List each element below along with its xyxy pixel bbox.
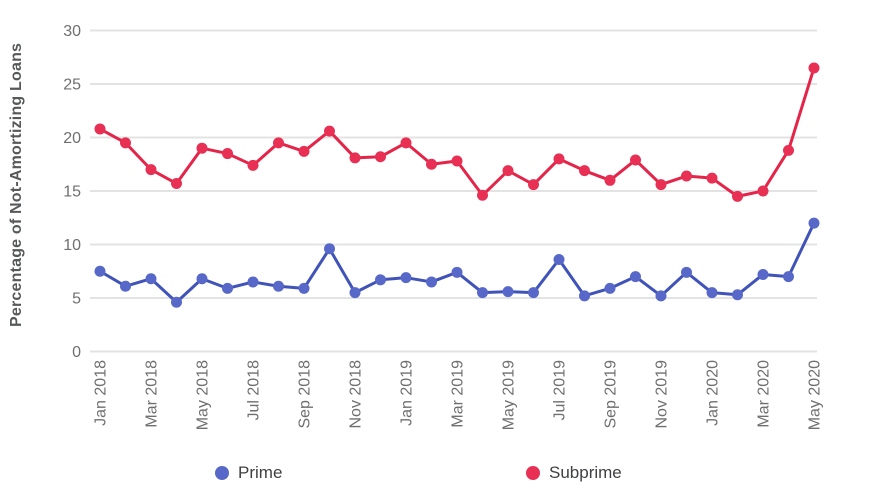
data-point-prime[interactable]	[222, 282, 233, 294]
data-point-prime[interactable]	[400, 272, 412, 284]
data-point-prime[interactable]	[247, 276, 259, 288]
y-tick-label: 15	[63, 184, 81, 201]
data-point-subprime[interactable]	[630, 154, 641, 166]
data-point-subprime[interactable]	[400, 137, 412, 149]
prime-legend-dot-icon	[215, 466, 229, 480]
data-point-subprime[interactable]	[528, 179, 539, 191]
data-point-prime[interactable]	[681, 266, 692, 278]
data-point-prime[interactable]	[426, 276, 437, 288]
data-point-prime[interactable]	[477, 287, 488, 299]
y-tick-label: 20	[63, 130, 81, 147]
data-point-prime[interactable]	[196, 273, 208, 285]
legend-item-subprime[interactable]: Subprime	[526, 458, 622, 488]
data-point-subprime[interactable]	[681, 170, 692, 182]
data-point-subprime[interactable]	[604, 174, 616, 186]
x-tick-label: Mar 2019	[450, 360, 467, 428]
data-point-prime[interactable]	[145, 273, 157, 285]
prime-legend-label: Prime	[238, 463, 283, 482]
series-line-prime	[98, 221, 816, 304]
data-point-subprime[interactable]	[426, 158, 437, 170]
y-tick-label: 0	[72, 344, 81, 361]
data-point-prime[interactable]	[273, 280, 284, 292]
data-point-prime[interactable]	[528, 287, 539, 299]
data-point-subprime[interactable]	[655, 179, 667, 191]
x-tick-label: Sep 2019	[603, 360, 620, 429]
data-point-subprime[interactable]	[477, 189, 488, 201]
x-tick-label: Jan 2020	[705, 360, 722, 426]
data-point-subprime[interactable]	[757, 185, 769, 197]
data-point-subprime[interactable]	[706, 172, 718, 184]
legend: Prime Subprime	[0, 458, 870, 488]
y-tick-label: 10	[63, 237, 81, 254]
data-point-subprime[interactable]	[783, 144, 794, 156]
legend-item-prime[interactable]: Prime	[215, 458, 282, 488]
data-point-subprime[interactable]	[324, 125, 335, 137]
x-tick-label: Jul 2019	[552, 360, 569, 421]
data-point-subprime[interactable]	[808, 62, 820, 74]
data-point-subprime[interactable]	[273, 137, 284, 149]
y-tick-label: 25	[63, 77, 81, 94]
x-tick-label: Nov 2019	[654, 360, 671, 429]
data-point-prime[interactable]	[171, 296, 182, 308]
x-tick-label: Jan 2018	[93, 360, 110, 426]
data-point-prime[interactable]	[451, 266, 463, 278]
data-point-prime[interactable]	[630, 271, 641, 283]
data-point-prime[interactable]	[324, 243, 335, 255]
data-point-subprime[interactable]	[579, 165, 590, 177]
x-tick-label: Nov 2018	[348, 360, 365, 429]
data-point-prime[interactable]	[732, 289, 743, 301]
x-tick-label: Sep 2018	[297, 360, 314, 429]
data-point-prime[interactable]	[783, 271, 794, 283]
data-point-prime[interactable]	[808, 217, 820, 229]
x-tick-label: May 2018	[195, 360, 212, 430]
data-point-prime[interactable]	[349, 287, 361, 299]
data-point-prime[interactable]	[757, 268, 769, 280]
data-point-prime[interactable]	[120, 280, 131, 292]
y-tick-label: 5	[72, 291, 81, 308]
data-point-subprime[interactable]	[120, 137, 131, 149]
y-tick-label: 30	[63, 23, 81, 40]
x-tick-label: Jul 2018	[246, 360, 263, 421]
data-point-prime[interactable]	[579, 290, 590, 302]
line-chart: 0 5 10 15 20 25 30 Jan 2018 Mar 2018 May 2018 Jul …	[63, 23, 824, 430]
data-point-subprime[interactable]	[349, 152, 361, 164]
data-point-subprime[interactable]	[222, 148, 233, 160]
x-tick-label: Mar 2020	[756, 360, 773, 428]
x-tick-label: Mar 2018	[144, 360, 161, 428]
data-point-subprime[interactable]	[553, 153, 565, 165]
data-point-prime[interactable]	[502, 286, 514, 298]
data-point-subprime[interactable]	[247, 159, 259, 171]
data-point-prime[interactable]	[94, 265, 106, 277]
data-point-subprime[interactable]	[732, 190, 743, 202]
data-point-subprime[interactable]	[298, 145, 310, 157]
data-point-prime[interactable]	[706, 287, 718, 299]
x-tick-label: Jan 2019	[399, 360, 416, 426]
data-point-subprime[interactable]	[196, 142, 208, 154]
data-point-subprime[interactable]	[94, 123, 106, 135]
data-point-subprime[interactable]	[375, 151, 386, 163]
data-point-prime[interactable]	[298, 282, 310, 294]
x-tick-label: May 2020	[807, 360, 824, 430]
data-point-subprime[interactable]	[145, 164, 157, 176]
subprime-legend-dot-icon	[526, 466, 540, 480]
subprime-legend-label: Subprime	[549, 463, 622, 482]
data-point-prime[interactable]	[375, 274, 386, 286]
x-tick-label: May 2019	[501, 360, 518, 430]
data-point-prime[interactable]	[553, 253, 565, 265]
data-point-prime[interactable]	[604, 282, 616, 294]
data-point-subprime[interactable]	[451, 155, 463, 167]
data-point-subprime[interactable]	[502, 165, 514, 177]
data-point-subprime[interactable]	[171, 178, 182, 190]
data-point-prime[interactable]	[655, 290, 667, 302]
